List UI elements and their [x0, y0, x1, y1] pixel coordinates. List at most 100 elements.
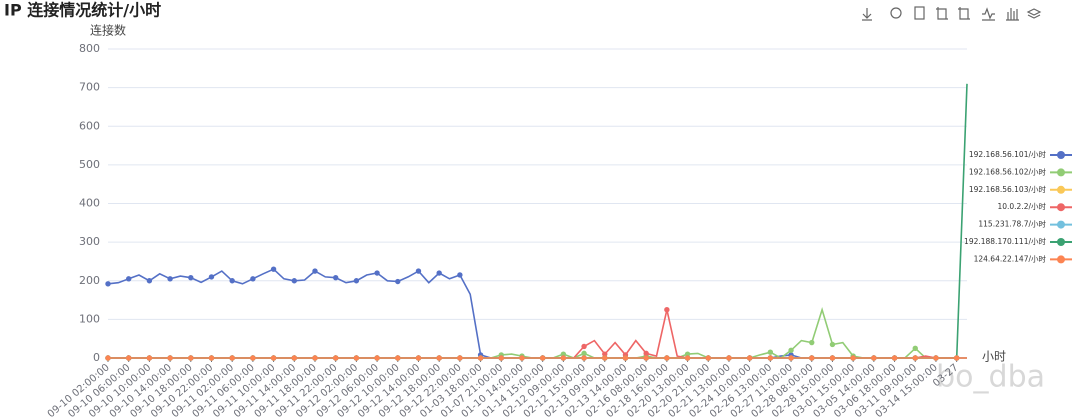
point [953, 355, 960, 361]
legend-item[interactable]: 10.0.2.2/小时 [997, 201, 1072, 212]
legend-item[interactable]: 192.168.56.102/小时 [969, 166, 1072, 177]
point [788, 355, 794, 361]
point [912, 345, 918, 352]
point [188, 274, 194, 281]
point [912, 355, 918, 361]
point [602, 355, 608, 361]
point [395, 278, 401, 285]
point [457, 355, 463, 361]
point [767, 355, 774, 361]
chart-title: IP 连接情况统计/小时 [4, 1, 161, 20]
y-axis-title: 连接数 [90, 23, 126, 38]
y-tick-label: 600 [79, 119, 100, 132]
legend-symbol [1057, 238, 1065, 246]
point [291, 278, 297, 284]
point [498, 355, 504, 361]
legend-symbol [1057, 185, 1065, 194]
legend-label: 192.188.170.111/小时 [964, 236, 1046, 246]
point [767, 349, 774, 355]
point [374, 270, 380, 276]
point [415, 268, 422, 274]
series-line [108, 306, 967, 359]
point [581, 343, 587, 350]
point [622, 355, 629, 361]
point [353, 278, 360, 284]
legend-symbol [1057, 255, 1065, 264]
legend-symbol [1057, 151, 1065, 159]
point [208, 274, 215, 280]
point [105, 355, 111, 361]
legend-item[interactable]: 192.168.56.101/小时 [969, 149, 1072, 159]
point [746, 355, 753, 361]
legend-label: 115.231.78.7/小时 [978, 219, 1046, 229]
point [332, 355, 339, 361]
point [436, 355, 442, 361]
point [871, 355, 877, 361]
point [291, 355, 297, 361]
point [684, 355, 691, 361]
point [850, 355, 856, 361]
legend-item[interactable]: 115.231.78.7/小时 [978, 219, 1072, 229]
series-line [107, 268, 967, 359]
point [332, 274, 339, 281]
point [581, 350, 587, 357]
point [643, 355, 649, 361]
point [788, 347, 794, 353]
point [250, 276, 256, 282]
point [374, 355, 380, 361]
point [891, 355, 898, 361]
point [664, 355, 670, 361]
watermark: bo_dba [936, 360, 1045, 395]
legend-symbol [1057, 203, 1065, 212]
point [519, 355, 525, 361]
point [353, 355, 360, 361]
point [539, 355, 546, 361]
point [643, 350, 649, 357]
series-line [108, 309, 967, 359]
point [809, 355, 815, 361]
y-tick-label: 300 [79, 235, 100, 248]
point [415, 355, 422, 361]
point [270, 266, 277, 272]
point [146, 278, 153, 284]
point [167, 355, 173, 361]
legend-symbol [1057, 168, 1065, 177]
y-tick-label: 100 [79, 312, 100, 325]
point [312, 268, 318, 274]
legend-item[interactable]: 192.188.170.111/小时 [964, 236, 1072, 246]
y-tick-label: 800 [79, 42, 100, 55]
series-line [108, 83, 968, 359]
point [436, 270, 442, 276]
y-tick-label: 400 [79, 197, 100, 210]
point [312, 355, 318, 361]
point [105, 281, 111, 287]
point [270, 355, 277, 361]
legend-label: 192.168.56.101/小时 [969, 149, 1047, 159]
y-tick-label: 0 [93, 351, 100, 364]
y-tick-label: 500 [79, 158, 100, 171]
point [395, 355, 401, 361]
toolbox[interactable] [862, 6, 1042, 21]
legend-item[interactable]: 192.168.56.103/小时 [969, 184, 1072, 194]
point [229, 355, 235, 361]
point [229, 278, 235, 284]
point [829, 341, 836, 348]
point [188, 355, 194, 361]
point [829, 355, 836, 361]
point [167, 276, 173, 282]
legend-item[interactable]: 124.64.22.147/小时 [974, 253, 1072, 264]
point [146, 355, 153, 361]
y-tick-label: 700 [79, 81, 100, 94]
point [250, 355, 256, 361]
point [457, 272, 463, 278]
legend-symbol [1057, 220, 1065, 229]
point [477, 355, 484, 361]
legend-label: 192.168.56.103/小时 [969, 184, 1047, 194]
point [933, 355, 939, 361]
point [705, 355, 711, 361]
legend-label: 124.64.22.147/小时 [974, 253, 1047, 263]
point [208, 355, 215, 361]
point [664, 307, 670, 313]
point [581, 355, 587, 361]
legend-label: 10.0.2.2/小时 [997, 201, 1046, 211]
